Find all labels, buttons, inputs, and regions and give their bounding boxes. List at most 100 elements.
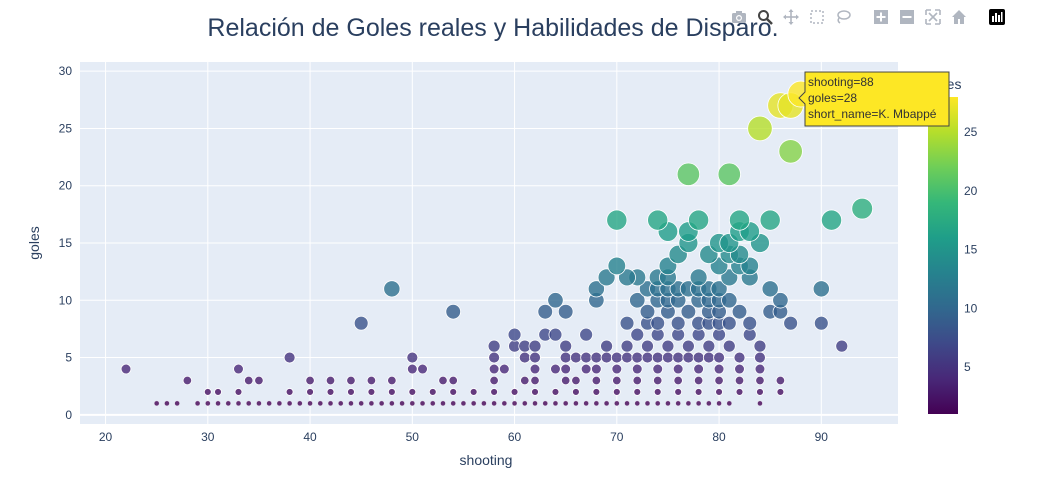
scatter-point[interactable] <box>440 400 446 406</box>
scatter-point[interactable] <box>632 375 642 386</box>
scatter-point[interactable] <box>522 400 528 406</box>
scatter-point[interactable] <box>214 388 222 396</box>
scatter-point[interactable] <box>675 400 681 406</box>
scatter-point[interactable] <box>387 375 397 386</box>
scatter-point[interactable] <box>714 375 724 386</box>
scatter-point[interactable] <box>471 400 477 406</box>
scatter-point[interactable] <box>387 388 396 396</box>
scatter-point[interactable] <box>487 339 501 353</box>
scatter-point[interactable] <box>520 375 530 386</box>
scatter-point[interactable] <box>624 400 630 406</box>
scatter-point[interactable] <box>551 388 560 396</box>
scatter-point[interactable] <box>579 327 594 342</box>
scatter-point[interactable] <box>531 388 539 396</box>
plotly-logo-icon[interactable] <box>986 6 1008 28</box>
scatter-point[interactable] <box>203 388 212 396</box>
data-points[interactable] <box>120 80 874 406</box>
scatter-point[interactable] <box>775 375 786 386</box>
scatter-point[interactable] <box>438 375 448 386</box>
scatter-point[interactable] <box>450 400 456 406</box>
scatter-point[interactable] <box>353 315 369 331</box>
scatter-point[interactable] <box>481 400 487 406</box>
scatter-point[interactable] <box>835 339 849 353</box>
scatter-point[interactable] <box>754 363 766 375</box>
scatter-point[interactable] <box>406 363 418 375</box>
scatter-point[interactable] <box>460 400 467 406</box>
scatter-point[interactable] <box>383 280 401 298</box>
scatter-point[interactable] <box>409 400 415 406</box>
scatter-point[interactable] <box>428 388 437 396</box>
scatter-point[interactable] <box>702 351 715 364</box>
scatter-point[interactable] <box>297 400 303 406</box>
scatter-point[interactable] <box>641 351 654 364</box>
scatter-point[interactable] <box>366 375 377 386</box>
scatter-point[interactable] <box>194 400 201 406</box>
reset-axes-icon[interactable] <box>948 6 970 28</box>
scatter-point[interactable] <box>717 162 741 186</box>
scatter-point[interactable] <box>694 388 703 396</box>
box-select-icon[interactable] <box>806 6 828 28</box>
scatter-point[interactable] <box>720 268 739 287</box>
scatter-point[interactable] <box>276 400 282 406</box>
scatter-point[interactable] <box>254 375 264 386</box>
scatter-point[interactable] <box>235 400 242 406</box>
scatter-point[interactable] <box>406 351 419 364</box>
scatter-point[interactable] <box>734 363 745 375</box>
scatter-point[interactable] <box>693 375 704 386</box>
scatter-point[interactable] <box>317 400 323 406</box>
scatter-point[interactable] <box>696 400 702 406</box>
scatter-point[interactable] <box>629 292 646 309</box>
scatter-point[interactable] <box>735 388 744 396</box>
scatter-point[interactable] <box>716 400 722 406</box>
scatter-point[interactable] <box>550 363 561 375</box>
scatter-point[interactable] <box>587 280 605 298</box>
scatter-point[interactable] <box>653 388 662 396</box>
scatter-point[interactable] <box>583 400 589 406</box>
scatter-point[interactable] <box>154 400 160 406</box>
scatter-point[interactable] <box>399 400 405 406</box>
scatter-point[interactable] <box>619 315 635 331</box>
scatter-point[interactable] <box>511 400 518 406</box>
scatter-point[interactable] <box>469 388 478 396</box>
scatter-point[interactable] <box>547 292 564 309</box>
scatter-point[interactable] <box>713 351 725 364</box>
scatter-point[interactable] <box>665 400 671 406</box>
scatter-point[interactable] <box>120 363 132 375</box>
pan-icon[interactable] <box>780 6 802 28</box>
scatter-point[interactable] <box>603 400 610 406</box>
scatter-point[interactable] <box>728 209 751 231</box>
scatter-point[interactable] <box>518 351 531 364</box>
scatter-point[interactable] <box>287 400 293 406</box>
scatter-point[interactable] <box>754 351 766 364</box>
scatter-point[interactable] <box>205 400 211 406</box>
scatter-point[interactable] <box>713 363 725 375</box>
scatter-point[interactable] <box>573 400 579 406</box>
scatter-point[interactable] <box>813 315 829 331</box>
scatter-point[interactable] <box>755 375 765 386</box>
scatter-point[interactable] <box>491 400 497 406</box>
scatter-point[interactable] <box>548 327 563 342</box>
scatter-point[interactable] <box>710 280 728 298</box>
scatter-point[interactable] <box>821 209 843 231</box>
scatter-point[interactable] <box>445 303 461 320</box>
scatter-point[interactable] <box>559 351 572 364</box>
scatter-point[interactable] <box>552 400 559 406</box>
scatter-point[interactable] <box>501 400 507 406</box>
camera-icon[interactable] <box>728 6 750 28</box>
scatter-point[interactable] <box>618 268 636 287</box>
scatter-point[interactable] <box>685 400 691 406</box>
scatter-point[interactable] <box>449 388 458 396</box>
scatter-point[interactable] <box>672 363 684 375</box>
scatter-point[interactable] <box>182 375 193 386</box>
scatter-point[interactable] <box>580 363 592 375</box>
scatter-point[interactable] <box>715 388 723 396</box>
scatter-point[interactable] <box>731 303 748 320</box>
scatter-point[interactable] <box>591 375 602 386</box>
scatter-point[interactable] <box>652 363 664 375</box>
scatter-point[interactable] <box>246 400 252 406</box>
scatter-point[interactable] <box>532 400 538 406</box>
scatter-point[interactable] <box>702 339 716 353</box>
scatter-point[interactable] <box>756 388 764 396</box>
scatter-point[interactable] <box>529 363 541 375</box>
